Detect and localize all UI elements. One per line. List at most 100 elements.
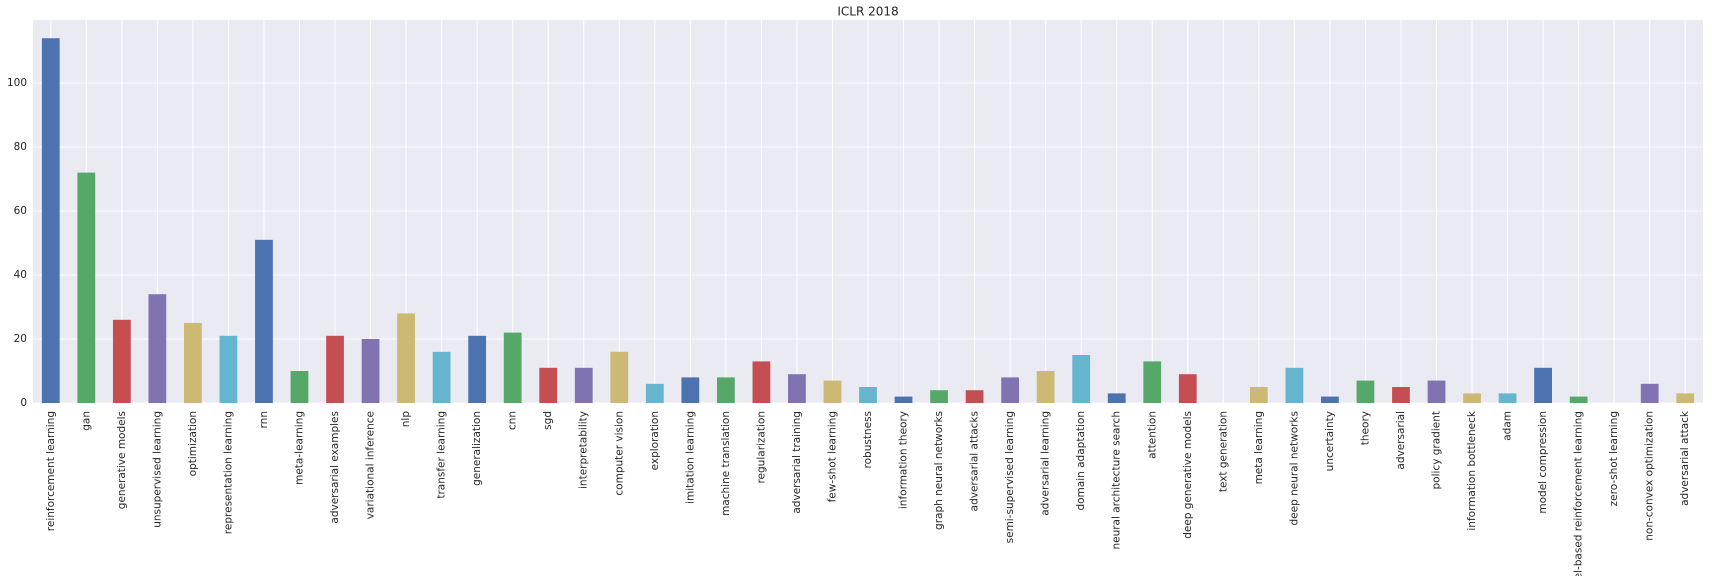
x-tick-label: generalization: [471, 411, 483, 486]
bar: [1143, 361, 1162, 403]
x-tick-label: neural architecture search: [1111, 411, 1123, 550]
bar: [1249, 387, 1268, 403]
x-tick-label: adam: [1502, 411, 1514, 441]
bar: [1640, 383, 1659, 403]
x-tick-label: information theory: [898, 411, 910, 509]
x-tick-label: policy gradient: [1431, 411, 1443, 489]
x-tick-label: graph neural networks: [933, 411, 945, 530]
bar: [681, 377, 700, 403]
bar: [1036, 371, 1055, 403]
x-tick-label: rnn: [258, 411, 270, 428]
bar: [468, 335, 487, 403]
bar: [77, 172, 96, 403]
x-tick-label: nlp: [400, 411, 412, 428]
x-tick-label: adversarial attacks: [969, 411, 981, 511]
y-tick-label: 20: [14, 333, 27, 345]
x-tick-label: optimization: [187, 411, 199, 476]
bar: [1178, 374, 1197, 403]
x-tick-label: semi-supervised learning: [1004, 411, 1016, 543]
bar: [112, 319, 131, 403]
x-tick-label: deep neural networks: [1288, 411, 1300, 525]
x-tick-label: reinforcement learning: [45, 411, 57, 531]
bar: [1427, 380, 1446, 403]
bar: [930, 390, 948, 403]
x-tick-label: imitation learning: [684, 411, 696, 504]
x-tick-label: zero-shot learning: [1608, 411, 1620, 506]
bar: [1356, 380, 1375, 403]
x-tick-label: meta learning: [1253, 411, 1265, 484]
x-tick-label: model compression: [1537, 411, 1549, 514]
bar: [219, 335, 238, 403]
x-tick-label: adversarial attack: [1679, 410, 1691, 506]
bar: [1676, 393, 1695, 403]
x-tick-label: gan: [80, 411, 92, 431]
x-tick-label: cnn: [507, 411, 519, 430]
x-tick-label: transfer learning: [436, 411, 448, 499]
bar: [1534, 367, 1552, 403]
x-tick-label: domain adaptation: [1075, 411, 1087, 511]
bar: [326, 335, 344, 403]
x-tick-label: regularization: [755, 411, 767, 484]
bar: [148, 294, 167, 403]
x-tick-label: information bottleneck: [1466, 410, 1478, 531]
bar: [823, 380, 842, 403]
x-tick-label: generative models: [116, 411, 128, 509]
bar: [716, 377, 735, 403]
chart-title: ICLR 2018: [837, 5, 898, 19]
x-tick-label: text generation: [1217, 411, 1229, 492]
x-tick-label: interpretability: [578, 411, 590, 489]
bar: [574, 367, 593, 403]
x-tick-label: computer vision: [613, 411, 625, 496]
x-tick-label: sgd: [542, 411, 554, 430]
x-tick-label: adversarial learning: [1040, 411, 1052, 516]
bar: [894, 396, 913, 403]
x-tick-label: adversarial: [1395, 411, 1407, 470]
bar: [752, 361, 771, 403]
x-tick-label: non-convex optimization: [1644, 411, 1656, 541]
bar: [859, 387, 877, 403]
bar: [1569, 396, 1588, 403]
x-tick-label: meta-learning: [293, 411, 305, 485]
bar: [539, 367, 558, 403]
x-tick-label: unsupervised learning: [151, 411, 163, 528]
x-tick-label: few-shot learning: [826, 411, 838, 502]
bar: [503, 332, 522, 403]
x-tick-label: uncertainty: [1324, 411, 1336, 471]
y-tick-label: 60: [14, 205, 27, 217]
bar: [1285, 367, 1304, 403]
bar: [432, 351, 451, 403]
bar: [788, 374, 806, 403]
y-tick-label: 100: [7, 77, 27, 89]
bar: [397, 313, 415, 403]
x-tick-label: representation learning: [222, 411, 234, 534]
bar: [1498, 393, 1517, 403]
bar: [965, 390, 984, 403]
bar: [1001, 377, 1020, 403]
x-tick-label: deep generative models: [1182, 411, 1194, 539]
bar: [1321, 396, 1339, 403]
x-tick-label: theory: [1359, 411, 1371, 445]
bar: [610, 351, 629, 403]
y-tick-label: 80: [14, 141, 27, 153]
bar: [1107, 393, 1126, 403]
x-tick-label: machine translation: [720, 411, 732, 516]
x-tick-label: attention: [1146, 411, 1158, 459]
bar: [41, 38, 60, 403]
x-tick-label: exploration: [649, 411, 661, 470]
y-tick-label: 0: [20, 397, 27, 409]
bar: [361, 339, 380, 403]
x-tick-label: adversarial examples: [329, 411, 341, 524]
y-tick-label: 40: [14, 269, 27, 281]
x-tick-label: model-based reinforcement learning: [1573, 411, 1585, 576]
x-tick-label: adversarial training: [791, 411, 803, 514]
bar: [255, 239, 273, 403]
bar: [290, 371, 309, 403]
x-tick-label: variational inference: [365, 411, 377, 519]
bar: [1072, 355, 1091, 403]
bar: [645, 383, 664, 403]
bar: [184, 323, 202, 403]
x-tick-label: robustness: [862, 411, 874, 468]
bar: [1463, 393, 1481, 403]
bar: [1392, 387, 1410, 403]
